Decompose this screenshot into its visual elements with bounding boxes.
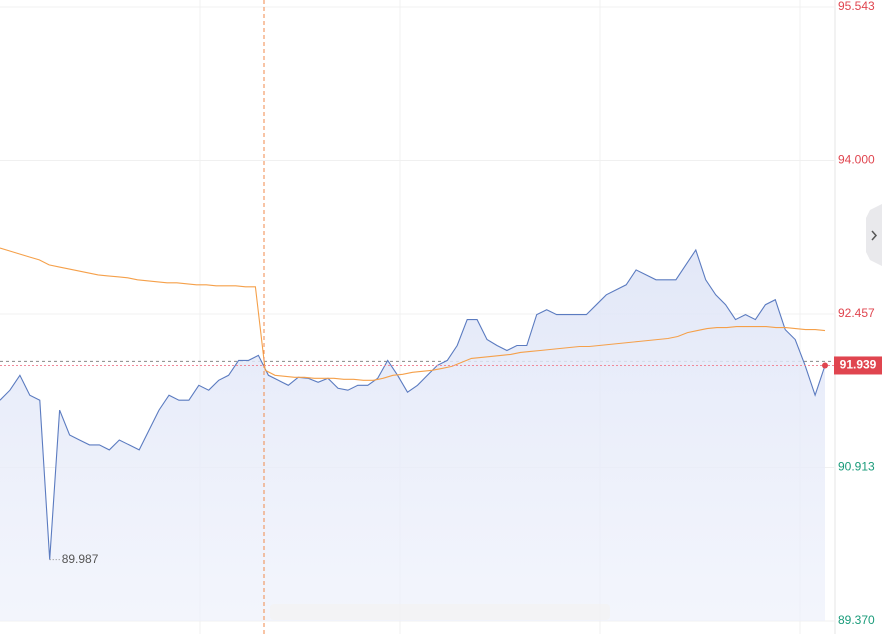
plot: 89.987 [0, 6, 835, 622]
toggle-tab[interactable] [866, 204, 882, 266]
y-tick-label: 89.370 [838, 613, 875, 627]
price-area [0, 250, 825, 621]
price-line [0, 248, 826, 560]
y-tick-label: 92.457 [838, 306, 875, 320]
side-toggle[interactable] [866, 204, 882, 266]
current-dot [822, 362, 828, 369]
current-price-label: 91.939 [840, 358, 877, 372]
min-label: 89.987 [62, 552, 99, 566]
y-tick-label: 94.000 [838, 153, 875, 167]
average-line [0, 247, 826, 381]
chevron[interactable] [871, 230, 878, 241]
watermark [270, 604, 610, 620]
current-price-box [834, 356, 882, 375]
y-tick-label: 90.913 [838, 460, 875, 474]
y-tick-label: 95.543 [838, 0, 875, 13]
